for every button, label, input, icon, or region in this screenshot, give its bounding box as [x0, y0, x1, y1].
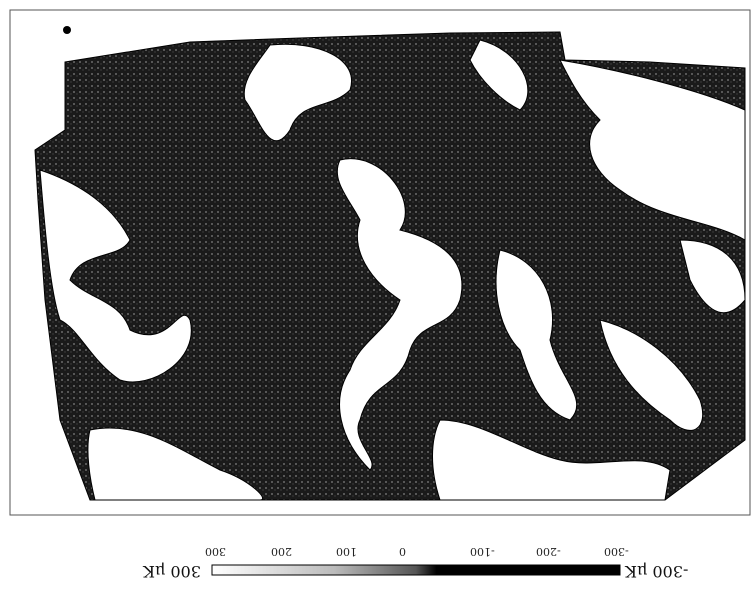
tick-label: 100: [336, 545, 357, 558]
colorbar: [211, 564, 621, 576]
hot-spots: [39, 39, 746, 501]
tick-label: -100: [470, 545, 495, 558]
tick-label: -300: [604, 545, 629, 558]
tick-label: 300: [205, 545, 226, 558]
tick-label: -200: [536, 545, 561, 558]
beam-marker: [63, 26, 71, 34]
tick-label: 200: [271, 545, 292, 558]
plot-frame: [9, 9, 751, 516]
colorbar-max-label: 300 μK: [143, 562, 201, 581]
colorbar-min-label: -300 μK: [625, 562, 689, 581]
tick-label: 0: [399, 545, 406, 558]
